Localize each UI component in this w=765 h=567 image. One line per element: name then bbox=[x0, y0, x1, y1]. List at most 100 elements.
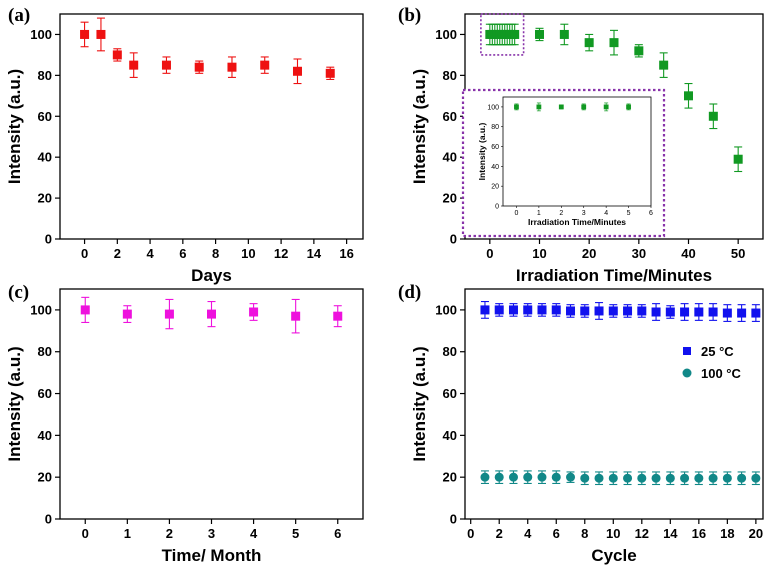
data-point bbox=[751, 473, 761, 483]
y-tick-label: 100 bbox=[487, 104, 499, 111]
panel-label: (a) bbox=[8, 5, 30, 26]
chart-panel-a: (a) 0 2 4 6 8 10 12 14 16 0 20 40 60 80 100 Days Intensit… bbox=[5, 5, 364, 285]
x-tick-label: 8 bbox=[581, 526, 588, 541]
x-tick-label: 20 bbox=[582, 246, 596, 261]
data-point bbox=[637, 306, 647, 316]
data-point bbox=[129, 60, 139, 70]
y-tick-label: 60 bbox=[38, 109, 52, 124]
x-tick-label: 6 bbox=[179, 246, 186, 261]
chart-panel-d: (d) 0 2 4 6 8 10 12 14 16 18 20 0 20 40 60 80 100 Cycle Int… bbox=[398, 282, 764, 565]
data-point bbox=[623, 473, 633, 483]
x-tick-label: 10 bbox=[532, 246, 546, 261]
data-point bbox=[751, 308, 761, 318]
plot-frame bbox=[59, 13, 364, 240]
inset-frame bbox=[461, 88, 666, 238]
x-axis-title: Cycle bbox=[591, 546, 636, 565]
y-tick-label: 0 bbox=[450, 512, 457, 527]
legend-label: 25 °C bbox=[701, 344, 734, 359]
x-tick-label: 0 bbox=[82, 526, 89, 541]
data-point bbox=[609, 38, 619, 48]
data-point bbox=[608, 473, 618, 483]
data-point bbox=[603, 104, 609, 110]
y-tick-label: 80 bbox=[443, 68, 457, 83]
data-point bbox=[508, 472, 518, 482]
panel-label: (b) bbox=[398, 5, 421, 26]
y-axis-title: Intensity (a.u.) bbox=[410, 346, 429, 461]
data-point bbox=[508, 305, 518, 315]
y-tick-label: 100 bbox=[30, 302, 52, 317]
inset-y-axis-title: Intensity (a.u.) bbox=[477, 123, 487, 181]
series-b-0 bbox=[485, 23, 743, 173]
data-point bbox=[112, 50, 122, 60]
x-tick-label: 10 bbox=[606, 526, 620, 541]
data-point bbox=[651, 473, 661, 483]
data-point bbox=[249, 307, 259, 317]
data-point bbox=[480, 305, 490, 315]
data-point bbox=[737, 308, 747, 318]
data-point bbox=[227, 62, 237, 72]
x-tick-label: 18 bbox=[720, 526, 734, 541]
data-point bbox=[551, 472, 561, 482]
series-d-0 bbox=[480, 300, 761, 322]
x-tick-label: 2 bbox=[559, 210, 563, 217]
data-point bbox=[523, 305, 533, 315]
data-point bbox=[537, 305, 547, 315]
y-tick-label: 0 bbox=[450, 232, 457, 247]
data-point bbox=[566, 306, 576, 316]
y-tick-label: 20 bbox=[491, 184, 499, 191]
y-axis-title: Intensity (a.u.) bbox=[5, 346, 24, 461]
x-tick-label: 14 bbox=[663, 526, 678, 541]
data-point bbox=[594, 306, 604, 316]
x-tick-label: 10 bbox=[241, 246, 255, 261]
y-tick-label: 100 bbox=[30, 27, 52, 42]
y-tick-label: 20 bbox=[38, 470, 52, 485]
data-point bbox=[722, 308, 732, 318]
panel-label: (d) bbox=[398, 282, 421, 303]
data-point bbox=[164, 309, 174, 319]
y-tick-label: 20 bbox=[443, 470, 457, 485]
legend-label: 100 °C bbox=[701, 366, 742, 381]
y-tick-label: 20 bbox=[38, 191, 52, 206]
x-tick-label: 0 bbox=[486, 246, 493, 261]
y-tick-label: 60 bbox=[443, 386, 457, 401]
data-point bbox=[207, 309, 216, 319]
y-tick-label: 100 bbox=[435, 27, 457, 42]
data-point bbox=[684, 91, 693, 101]
x-tick-label: 16 bbox=[339, 246, 353, 261]
y-tick-label: 60 bbox=[443, 109, 457, 124]
x-tick-label: 12 bbox=[635, 526, 649, 541]
plot-frame bbox=[464, 288, 764, 520]
x-tick-label: 4 bbox=[604, 210, 608, 217]
data-point bbox=[161, 60, 171, 70]
x-tick-label: 2 bbox=[166, 526, 173, 541]
data-point bbox=[665, 307, 675, 317]
data-point bbox=[494, 305, 504, 315]
data-point bbox=[651, 307, 661, 317]
data-point bbox=[260, 60, 270, 70]
y-tick-label: 40 bbox=[443, 428, 457, 443]
y-tick-label: 40 bbox=[38, 428, 52, 443]
y-tick-label: 80 bbox=[38, 68, 52, 83]
y-tick-label: 20 bbox=[443, 191, 457, 206]
y-tick-label: 60 bbox=[491, 144, 499, 151]
y-tick-label: 0 bbox=[495, 204, 499, 211]
x-tick-label: 0 bbox=[467, 526, 474, 541]
x-tick-label: 40 bbox=[681, 246, 695, 261]
x-tick-label: 20 bbox=[749, 526, 763, 541]
x-axis-title: Days bbox=[191, 266, 232, 285]
data-point bbox=[637, 473, 647, 483]
data-point bbox=[733, 154, 743, 164]
x-axis-title: Irradiation Time/Minutes bbox=[516, 266, 712, 285]
data-point bbox=[694, 307, 704, 317]
y-tick-label: 40 bbox=[443, 150, 457, 165]
x-tick-label: 6 bbox=[334, 526, 341, 541]
x-tick-label: 6 bbox=[553, 526, 560, 541]
data-point bbox=[535, 29, 544, 39]
data-point bbox=[580, 473, 590, 483]
data-point bbox=[537, 472, 547, 482]
y-tick-label: 80 bbox=[491, 124, 499, 131]
data-point bbox=[551, 305, 561, 315]
x-tick-label: 1 bbox=[537, 210, 541, 217]
data-point bbox=[623, 306, 633, 316]
